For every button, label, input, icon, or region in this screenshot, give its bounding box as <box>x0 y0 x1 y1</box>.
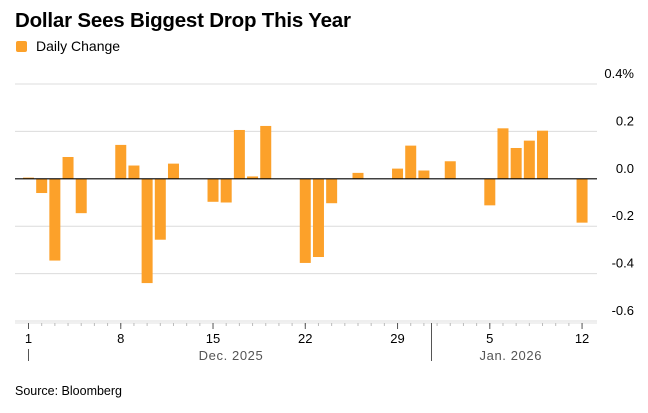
bar <box>405 145 417 179</box>
y-axis: 0.4% 0.2 0.0 -0.2 -0.4 -0.6 <box>604 66 634 318</box>
bar <box>299 178 311 263</box>
bar <box>418 170 430 179</box>
bar <box>115 144 127 179</box>
x-tick-label: 22 <box>298 331 312 346</box>
bar <box>326 178 338 204</box>
bar <box>62 156 74 179</box>
bar <box>444 161 456 179</box>
bar <box>497 128 509 179</box>
y-tick-label: -0.2 <box>612 208 634 223</box>
y-tick-label: 0.4% <box>604 66 634 81</box>
bar <box>207 178 219 202</box>
bars <box>23 125 588 284</box>
y-tick-label: 0.2 <box>616 113 634 128</box>
chart-title: Dollar Sees Biggest Drop This Year <box>15 9 351 32</box>
x-tick-label: 15 <box>206 331 220 346</box>
source-note: Source: Bloomberg <box>15 384 123 398</box>
legend: Daily Change <box>16 38 120 54</box>
bar <box>128 165 140 179</box>
bar <box>392 168 404 179</box>
x-tick-label: 5 <box>486 331 493 346</box>
month-label: Dec. 2025 <box>199 348 264 363</box>
y-tick-label: -0.6 <box>612 303 634 318</box>
bar <box>141 178 153 284</box>
bar <box>36 178 48 194</box>
bar <box>220 178 232 203</box>
bar <box>260 125 272 179</box>
x-tick-label: 29 <box>390 331 404 346</box>
bar <box>537 130 549 179</box>
bar <box>167 163 179 179</box>
bar <box>233 129 245 179</box>
legend-swatch <box>16 40 27 52</box>
x-tick-label: 1 <box>25 331 32 346</box>
bar <box>75 178 87 214</box>
x-tick-label: 12 <box>575 331 589 346</box>
bar <box>510 147 522 179</box>
bar <box>484 178 496 206</box>
y-tick-label: -0.4 <box>612 256 634 271</box>
bar <box>352 172 364 179</box>
bar <box>154 178 166 240</box>
bar <box>49 178 61 261</box>
x-axis: 1 8 15 22 29 5 12 Dec. 2025 Jan. 2026 <box>15 322 597 363</box>
y-tick-label: 0.0 <box>616 161 634 176</box>
bar <box>523 140 535 179</box>
bar <box>247 176 259 179</box>
month-label: Jan. 2026 <box>480 348 543 363</box>
bar <box>312 178 324 258</box>
bar <box>576 178 588 223</box>
legend-label: Daily Change <box>36 38 121 54</box>
x-tick-label: 8 <box>117 331 124 346</box>
